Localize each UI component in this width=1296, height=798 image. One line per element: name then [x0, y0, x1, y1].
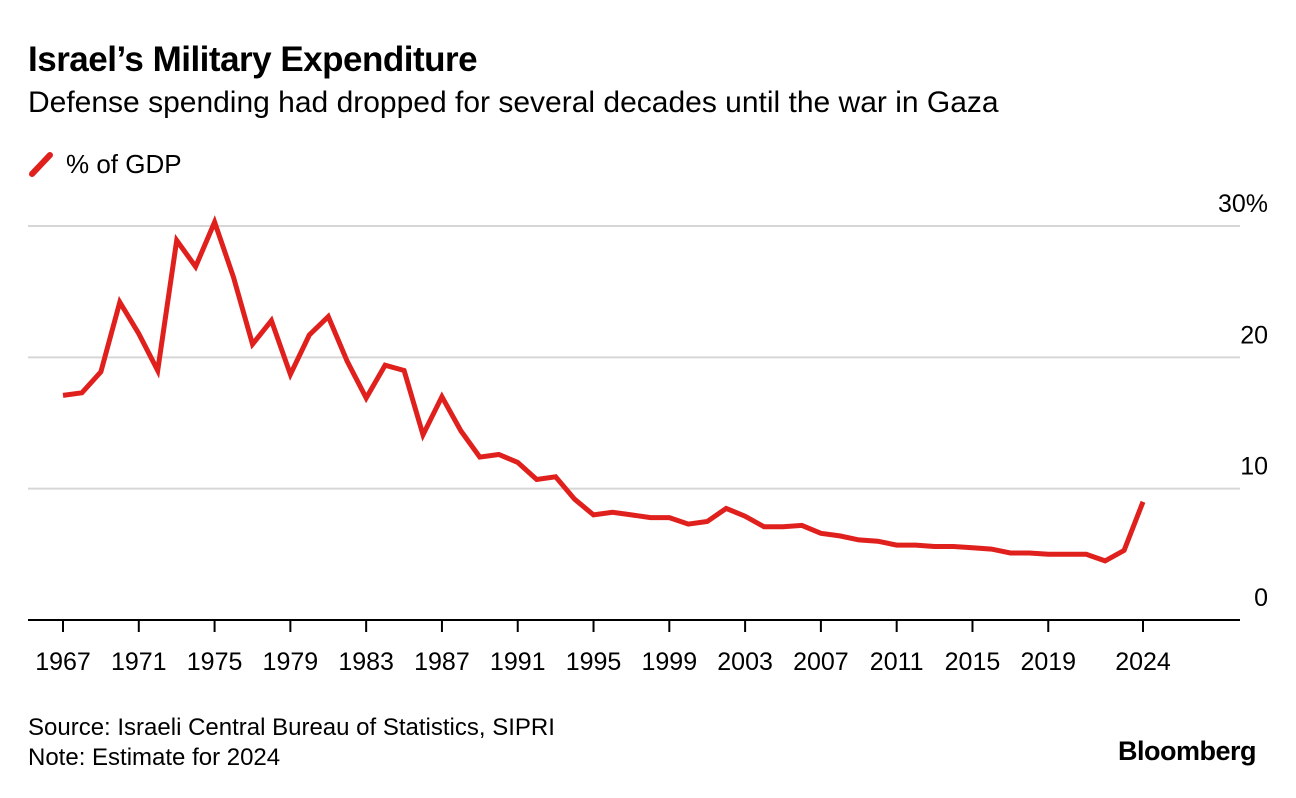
x-tick-label: 2019	[1020, 648, 1076, 676]
chart-title: Israel’s Military Expenditure	[28, 40, 478, 79]
x-tick-label: 2007	[793, 648, 849, 676]
chart-subtitle: Defense spending had dropped for several…	[28, 86, 999, 119]
x-tick-label: 1975	[187, 648, 243, 676]
x-tick-label: 1991	[490, 648, 546, 676]
bloomberg-logo: Bloomberg	[1117, 736, 1257, 766]
x-tick-label: 2015	[945, 648, 1001, 676]
x-tick-label: 1971	[111, 648, 167, 676]
legend: % of GDP	[28, 148, 182, 180]
y-tick-label: 0	[1254, 584, 1268, 612]
x-tick-label: 1983	[338, 648, 394, 676]
legend-label: % of GDP	[66, 148, 182, 179]
series-line	[62, 215, 1146, 564]
x-tick-label: 1995	[566, 648, 622, 676]
y-tick-label: 20	[1240, 321, 1268, 349]
source-note: Source: Israeli Central Bureau of Statis…	[28, 713, 555, 773]
y-tick-label: 10	[1240, 453, 1268, 481]
x-tick-label: 1999	[642, 648, 698, 676]
x-tick-label: 1979	[263, 648, 319, 676]
x-tick-label: 1987	[414, 648, 470, 676]
y-tick-label: 30%	[1218, 190, 1268, 218]
x-tick-label: 1967	[35, 648, 91, 676]
legend-line-swatch-icon	[29, 152, 53, 177]
source-text: Source: Israeli Central Bureau of Statis…	[28, 714, 555, 741]
note-text: Note: Estimate for 2024	[28, 744, 281, 771]
x-tick-label: 2024	[1115, 648, 1171, 676]
x-tick-label: 2011	[870, 648, 924, 676]
x-tick-label: 2003	[717, 648, 773, 676]
